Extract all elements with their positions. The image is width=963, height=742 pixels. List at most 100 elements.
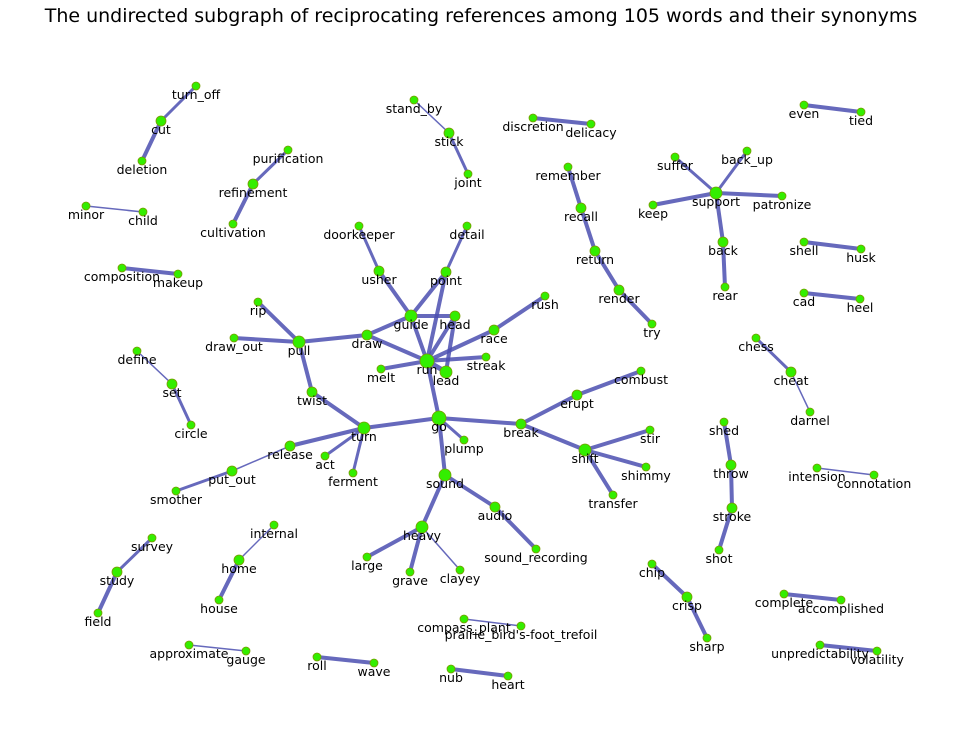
edge-keep-support [651,191,718,207]
node-go [431,410,447,426]
node-heavy [415,520,429,534]
node-label-deletion: deletion [117,162,168,177]
node-label-house: house [200,601,238,616]
node-label-home: home [221,561,257,576]
node-run [419,353,435,369]
node-label-roll: roll [307,658,326,673]
edge-purification-refinement [251,148,290,186]
edge-stick-joint [447,131,470,176]
node-stick [443,127,455,139]
node-label-internal: internal [250,526,298,541]
node-label-go: go [431,419,447,434]
node-label-back_up: back_up [721,152,773,167]
node-label-even: even [789,106,820,121]
node-approximate [184,640,194,650]
node-label-twist: twist [297,393,327,408]
node-lead [439,365,453,379]
node-large [362,552,372,562]
node-label-joint: joint [453,175,482,190]
edge-approximate-gauge [188,644,247,652]
edge-return-render [593,249,621,292]
edge-crisp-sharp [685,595,709,640]
node-cad [799,288,809,298]
node-label-unpredictability: unpredictability [771,646,869,661]
node-roll [312,652,322,662]
node-label-draw_out: draw_out [205,339,263,354]
node-erupt [571,389,583,401]
node-label-rush: rush [531,297,559,312]
node-shift [578,443,592,457]
edge-sound-heavy [420,473,447,529]
node-label-act: act [315,457,335,472]
edge-back_up-support [714,149,749,195]
graph-title: The undirected subgraph of reciprocating… [44,5,918,27]
edge-pull-draw [297,333,369,344]
node-minor [81,201,91,211]
edge-complete-accomplished [782,592,843,602]
node-label-streak: streak [467,358,507,373]
node-husk [856,244,866,254]
node-guide [404,309,418,323]
node-detail [462,221,472,231]
edge-release-put_out [231,445,291,472]
node-chess [751,333,761,343]
edge-audio-sound_recording [493,505,538,551]
node-label-plump: plump [444,441,484,456]
edge-cut-deletion [140,119,163,163]
edge-heavy-large [365,525,424,559]
node-internal [269,520,279,530]
edge-stroke-shot [717,506,734,552]
node-cultivation [228,219,238,229]
node-label-stick: stick [435,134,465,149]
node-label-head: head [439,317,470,332]
node-label-try: try [643,325,661,340]
edge-guide-run [409,314,429,363]
edge-heavy-clayey [421,526,461,571]
node-label-guide: guide [394,317,429,332]
edge-refinement-cultivation [231,182,255,226]
node-label-cut: cut [151,122,171,137]
node-sharp [702,633,712,643]
node-label-remember: remember [535,168,601,183]
node-label-darnel: darnel [790,413,830,428]
node-race [488,324,500,336]
node-stir [645,425,655,435]
node-label-discretion: discretion [502,119,563,134]
node-streak [481,352,491,362]
node-label-accomplished: accomplished [798,601,884,616]
edge-composition-makeup [120,266,180,276]
node-label-back: back [708,243,738,258]
node-nub [446,664,456,674]
node-plump [459,435,469,445]
edge-break-erupt [519,393,579,426]
node-wave [369,658,379,668]
node-chip [647,559,657,569]
node-joint [463,169,473,179]
node-label-release: release [267,447,313,462]
edge-pull-twist [297,340,314,394]
node-deletion [137,156,147,166]
node-label-race: race [480,331,508,346]
node-label-smother: smother [150,492,203,507]
edge-study-field [96,570,119,615]
node-label-makeup: makeup [153,275,203,290]
node-support [709,186,723,200]
node-turn_off [191,81,201,91]
edge-survey-study [115,536,154,574]
node-label-ferment: ferment [328,474,378,489]
node-label-detail: detail [449,227,484,242]
edge-set-circle [170,382,193,427]
node-label-heart: heart [491,677,524,692]
node-label-prairie_bird's-foot_trefoil: prairie_bird's-foot_trefoil [445,627,598,642]
edge-cheat-darnel [790,371,811,413]
node-define [132,346,142,356]
node-twist [306,386,318,398]
node-act [320,451,330,461]
node-label-lead: lead [433,373,460,388]
edge-stand_by-stick [413,99,450,134]
node-label-throw: throw [713,466,749,481]
node-label-support: support [692,194,740,209]
edge-intension-connotation [816,467,875,476]
edge-minor-child [85,205,144,213]
node-put_out [226,465,238,477]
